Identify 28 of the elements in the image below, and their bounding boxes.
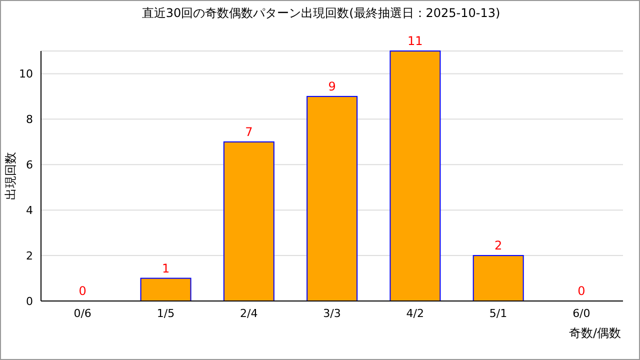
y-tick-label: 0 — [26, 294, 33, 308]
x-tick-label: 2/4 — [240, 306, 258, 320]
x-axis-title: 奇数/偶数 — [568, 326, 621, 340]
data-label: 0 — [578, 284, 586, 298]
x-tick-label: 1/5 — [156, 306, 175, 320]
y-tick-label: 4 — [26, 204, 33, 217]
y-axis-title: 出現回数 — [3, 152, 18, 200]
data-label: 7 — [245, 124, 253, 139]
x-tick-label: 4/2 — [406, 306, 424, 320]
bar — [306, 96, 358, 302]
x-tick-label: 0/6 — [74, 306, 92, 320]
data-label: 9 — [328, 79, 336, 94]
y-tick-label: 6 — [26, 158, 33, 172]
y-tick-label: 2 — [26, 249, 33, 262]
x-tick-label: 6/0 — [572, 306, 590, 320]
data-label: 1 — [162, 261, 170, 276]
data-label: 11 — [408, 34, 423, 48]
bar — [390, 50, 441, 302]
chart-title: 直近30回の奇数偶数パターン出現回数(最終抽選日：2025-10-13) — [140, 5, 502, 22]
y-tick-label: 10 — [19, 68, 33, 81]
x-tick-label: 5/1 — [489, 306, 508, 320]
bar — [223, 141, 274, 302]
bar — [140, 278, 192, 302]
data-label: 0 — [78, 284, 86, 298]
x-tick-label: 3/3 — [323, 306, 341, 320]
data-label: 2 — [494, 238, 502, 253]
y-tick-label: 8 — [26, 113, 33, 126]
bar — [472, 255, 524, 302]
